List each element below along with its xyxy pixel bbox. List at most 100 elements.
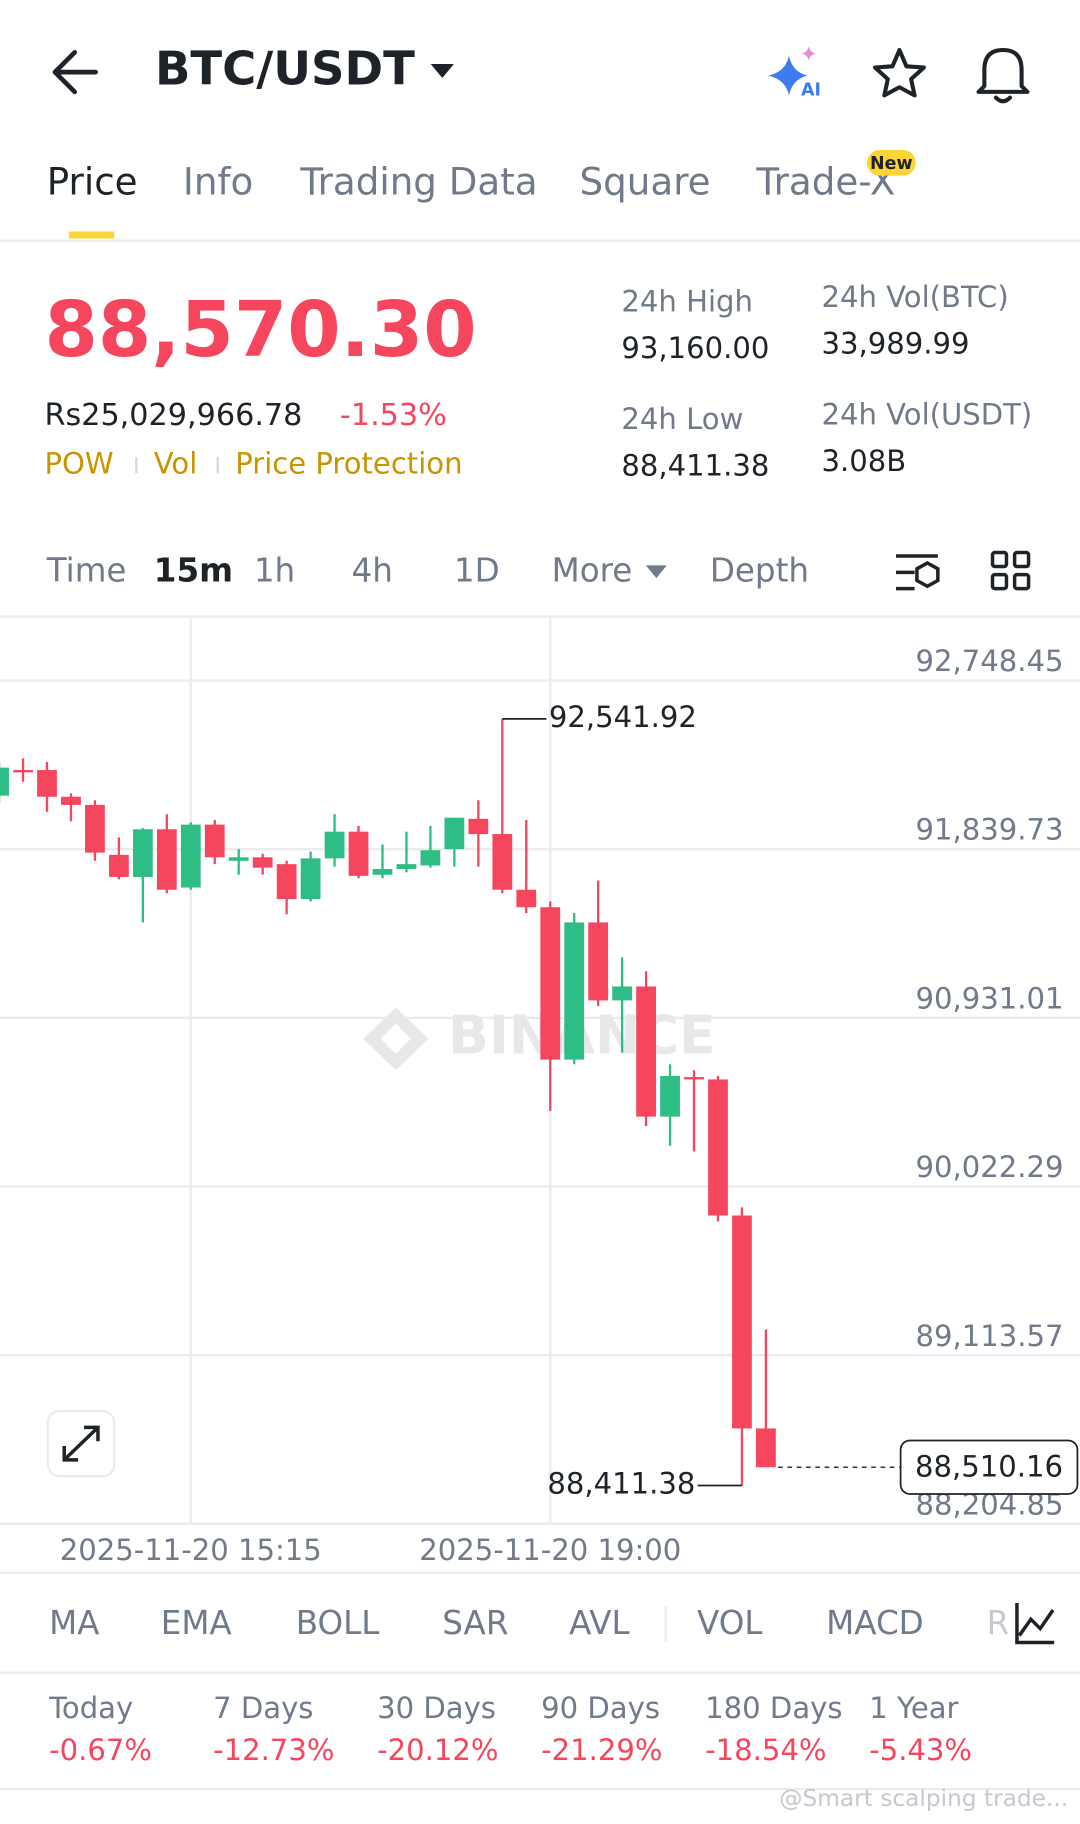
interval-4h[interactable]: 4h bbox=[352, 551, 393, 589]
candle-body bbox=[516, 889, 537, 908]
favorite-star[interactable] bbox=[872, 47, 926, 98]
indicator-sar[interactable]: SAR bbox=[442, 1604, 508, 1642]
indicator-settings-icon[interactable] bbox=[1015, 1602, 1055, 1645]
candle-body bbox=[684, 1077, 704, 1080]
last-price-label: 88,510.16 bbox=[915, 1449, 1063, 1483]
y-tick-label: 90,931.01 bbox=[915, 981, 1063, 1015]
candle-body bbox=[660, 1075, 680, 1117]
y-tick-label: 89,113.57 bbox=[915, 1319, 1063, 1353]
candle-body bbox=[468, 818, 489, 835]
interval-time[interactable]: Time bbox=[46, 551, 127, 589]
y-tick-label: 90,022.29 bbox=[915, 1150, 1063, 1184]
pair-dropdown-caret[interactable] bbox=[430, 63, 454, 78]
candle-body bbox=[444, 817, 465, 850]
candle-body bbox=[228, 857, 249, 861]
stat-label: 24h High bbox=[621, 285, 753, 319]
indicator-ma[interactable]: MA bbox=[49, 1604, 99, 1642]
stat-label: 24h Low bbox=[621, 402, 743, 436]
stat-label: 24h Vol(USDT) bbox=[822, 397, 1033, 431]
candle-body bbox=[276, 864, 297, 900]
candle-body bbox=[396, 864, 417, 869]
ai-button[interactable]: AI bbox=[768, 46, 821, 101]
new-badge-bg bbox=[866, 150, 916, 176]
candle-body bbox=[564, 922, 585, 1060]
stat-value: 3.08B bbox=[822, 444, 907, 478]
candle-body bbox=[180, 824, 201, 888]
period-change: -21.29% bbox=[541, 1733, 662, 1767]
x-tick-label: 2025-11-20 15:15 bbox=[60, 1533, 322, 1567]
indicator-macd[interactable]: MACD bbox=[826, 1604, 924, 1642]
period-label: 1 Year bbox=[869, 1691, 958, 1725]
period-change: -20.12% bbox=[377, 1733, 498, 1767]
tag-pow[interactable]: POW bbox=[44, 446, 113, 480]
candle-body bbox=[420, 850, 441, 866]
interval-15m[interactable]: 15m bbox=[154, 551, 233, 589]
interval-1h[interactable]: 1h bbox=[254, 551, 295, 589]
candle-body bbox=[0, 767, 9, 796]
performance-row: Today -0.67% 7 Days -12.73% 30 Days -20.12% 90… bbox=[48, 1691, 972, 1767]
fiat-price: Rs25,029,966.78 bbox=[44, 398, 302, 433]
tab-info[interactable]: Info bbox=[183, 159, 253, 203]
period-label: Today bbox=[48, 1691, 133, 1725]
ai-sparkle bbox=[768, 55, 808, 96]
candle-body bbox=[636, 986, 656, 1117]
period-change: -5.43% bbox=[869, 1733, 972, 1767]
back-button[interactable] bbox=[52, 50, 98, 95]
candle-body bbox=[300, 858, 321, 900]
interval-more[interactable]: More bbox=[552, 551, 633, 589]
candle-body bbox=[324, 831, 345, 859]
tag-price-protection[interactable]: Price Protection bbox=[235, 446, 462, 480]
candle-body bbox=[13, 770, 33, 773]
high-label: 92,541.92 bbox=[549, 700, 697, 734]
chart-settings-icon[interactable] bbox=[895, 554, 940, 591]
tab-square[interactable]: Square bbox=[580, 159, 711, 203]
icon-cell bbox=[990, 550, 1009, 569]
candle-body bbox=[732, 1215, 752, 1429]
fullscreen-icon bbox=[62, 1425, 100, 1462]
period-label: 7 Days bbox=[213, 1691, 313, 1725]
candle-body bbox=[85, 804, 105, 853]
period-change: -0.67% bbox=[49, 1733, 152, 1767]
tab-trading-data[interactable]: Trading Data bbox=[299, 159, 537, 203]
more-caret bbox=[645, 565, 667, 579]
bell-body bbox=[976, 47, 1030, 94]
alert-bell[interactable] bbox=[976, 47, 1030, 104]
tab-price[interactable]: Price bbox=[47, 159, 138, 203]
interval-depth[interactable]: Depth bbox=[710, 551, 809, 589]
candle-body bbox=[540, 907, 561, 1060]
candle-body bbox=[109, 854, 129, 877]
candle-body bbox=[37, 770, 57, 797]
candle-body bbox=[372, 868, 393, 875]
new-badge: New bbox=[870, 154, 913, 174]
candle-body bbox=[132, 829, 153, 877]
price-change: -1.53% bbox=[340, 398, 447, 433]
icon-cell bbox=[1012, 572, 1031, 591]
indicator-vol[interactable]: VOL bbox=[697, 1604, 762, 1642]
watermark-logo bbox=[363, 1007, 429, 1071]
period-change: -18.54% bbox=[705, 1733, 826, 1767]
indicator-boll[interactable]: BOLL bbox=[296, 1604, 380, 1642]
y-tick-label: 91,839.73 bbox=[915, 813, 1063, 847]
indicator-avl[interactable]: AVL bbox=[569, 1604, 630, 1642]
last-price-box bbox=[899, 1439, 1079, 1495]
layout-grid-icon[interactable] bbox=[990, 550, 1031, 591]
indicator-partial[interactable]: R bbox=[987, 1604, 1010, 1642]
candle-body bbox=[492, 834, 513, 890]
low-label: 88,411.38 bbox=[547, 1467, 695, 1501]
ai-sparkle-small bbox=[801, 46, 816, 61]
candle-body bbox=[348, 831, 369, 876]
period-label: 180 Days bbox=[705, 1691, 842, 1725]
stat-value: 33,989.99 bbox=[822, 326, 970, 360]
interval-1d[interactable]: 1D bbox=[454, 551, 500, 589]
tag-vol[interactable]: Vol bbox=[154, 446, 198, 480]
stat-value: 88,411.38 bbox=[621, 449, 769, 483]
back-arrow bbox=[52, 50, 98, 95]
footer-watermark: @Smart scalping trade... bbox=[779, 1785, 1068, 1812]
indicator-ema[interactable]: EMA bbox=[161, 1604, 232, 1642]
pair-title[interactable]: BTC/USDT bbox=[155, 42, 415, 96]
ai-badge: AI bbox=[801, 81, 821, 101]
y-tick-label: 92,748.45 bbox=[915, 644, 1063, 678]
